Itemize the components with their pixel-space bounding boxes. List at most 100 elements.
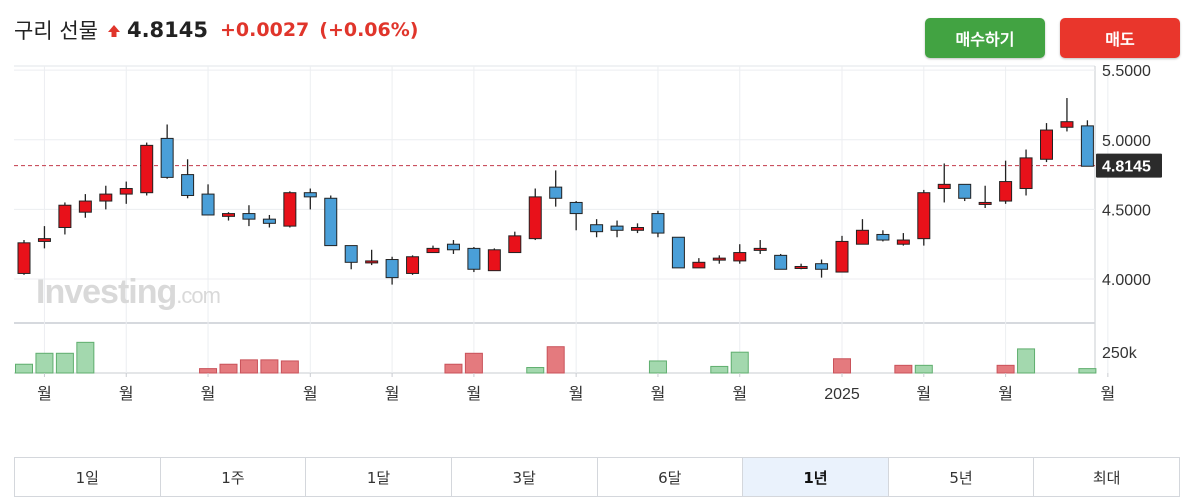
range-tab[interactable]: 1일: [15, 458, 161, 496]
candle-body: [222, 213, 235, 217]
candle: [1080, 120, 1094, 167]
x-tick-label: 월: [303, 385, 318, 403]
range-tab[interactable]: 1달: [306, 458, 452, 496]
candle-body: [17, 242, 31, 274]
candle-body: [733, 252, 747, 262]
candle-body: [896, 239, 910, 245]
current-price-label: 4.8145: [1102, 159, 1151, 176]
volume-bar: [648, 360, 667, 374]
candle: [733, 244, 747, 264]
candle: [201, 184, 215, 216]
x-axis: 월 월 월 월 월 월 월 월 월 2025 월 월 월: [37, 373, 1115, 403]
candle-body: [283, 192, 297, 227]
candle: [181, 159, 195, 199]
volume-bar: [833, 358, 851, 374]
candle-body: [446, 243, 460, 251]
candle-body: [958, 183, 972, 199]
candle-body: [365, 260, 379, 264]
candle-body: [815, 263, 829, 270]
last-price: 4.8145: [126, 18, 209, 42]
candle-body: [1019, 157, 1033, 190]
volume-bar: [730, 351, 749, 374]
candle-body: [978, 201, 992, 205]
candle: [324, 195, 338, 247]
candle: [774, 253, 788, 270]
volume-bar: [1017, 348, 1036, 374]
buy-button[interactable]: 매수하기: [925, 18, 1045, 58]
candle: [692, 258, 706, 269]
up-arrow-icon: [107, 25, 120, 37]
candle-body: [487, 249, 501, 272]
candle-body: [58, 204, 72, 229]
candle-body: [344, 245, 358, 263]
candle: [242, 205, 256, 227]
candle: [365, 249, 379, 266]
candle-body: [37, 238, 51, 242]
candle: [569, 201, 583, 231]
y-tick-label: 4.5000: [1102, 202, 1151, 219]
candle: [671, 236, 685, 269]
volume-tick-label: 250k: [1102, 345, 1138, 362]
range-tab[interactable]: 6달: [598, 458, 744, 496]
candle: [815, 259, 829, 278]
candle: [467, 246, 481, 273]
candle: [37, 226, 51, 249]
watermark-main: Investing: [36, 273, 176, 311]
candle: [283, 191, 297, 228]
candle-body: [303, 192, 317, 198]
y-tick-label: 5.5000: [1102, 63, 1151, 80]
candle: [712, 255, 726, 264]
range-tab[interactable]: 3달: [452, 458, 598, 496]
x-tick-label: 월: [651, 385, 666, 403]
candle-body: [999, 181, 1013, 202]
candle: [222, 212, 235, 221]
price-chart[interactable]: Investing.com 5.5000 5.0000 4.5000 4.0000 4.…: [0, 60, 1200, 410]
candle: [262, 214, 276, 228]
range-tab[interactable]: 1주: [161, 458, 307, 496]
candle-body: [753, 247, 767, 251]
range-tab[interactable]: 1년: [743, 458, 889, 496]
candle: [1019, 149, 1033, 196]
candle-body: [774, 254, 788, 270]
range-tab[interactable]: 최대: [1092, 468, 1121, 487]
candle: [835, 235, 849, 273]
candle-body: [631, 227, 644, 231]
candle-body: [855, 229, 869, 245]
volume-bar: [710, 365, 729, 374]
candle-body: [201, 193, 215, 216]
candle-body: [590, 224, 604, 233]
candle-body: [406, 256, 420, 274]
x-tick-label: 월: [385, 385, 400, 403]
volume-bar: [280, 360, 299, 374]
candle-body: [78, 200, 92, 213]
candle: [590, 219, 604, 238]
volume-bar: [464, 352, 483, 374]
candle: [344, 245, 358, 270]
candle: [999, 160, 1013, 204]
x-tick-label: 2025: [824, 386, 860, 403]
chart-grid: [14, 65, 1109, 374]
candle: [896, 233, 910, 246]
candle-body: [181, 174, 195, 196]
candle: [140, 142, 154, 196]
candle-body: [528, 196, 542, 240]
volume-bar: [996, 364, 1015, 374]
range-tab[interactable]: 5년: [889, 458, 1035, 496]
candle: [651, 210, 665, 238]
candle: [549, 170, 563, 207]
volume-bar: [76, 341, 95, 374]
x-tick-label: 월: [1100, 385, 1115, 403]
candle-body: [712, 257, 726, 261]
candle: [937, 163, 951, 203]
price-change-percent: (+0.06%): [319, 19, 419, 41]
candle: [99, 185, 113, 210]
volume-bar: [239, 359, 258, 374]
candle: [406, 255, 420, 275]
sell-button[interactable]: 매도: [1060, 18, 1180, 58]
pane-separator: [14, 322, 1095, 324]
volume-bar: [894, 364, 913, 374]
candle-body: [119, 188, 133, 195]
volume-bar: [546, 346, 565, 374]
candle: [385, 256, 399, 285]
candle: [303, 188, 317, 210]
